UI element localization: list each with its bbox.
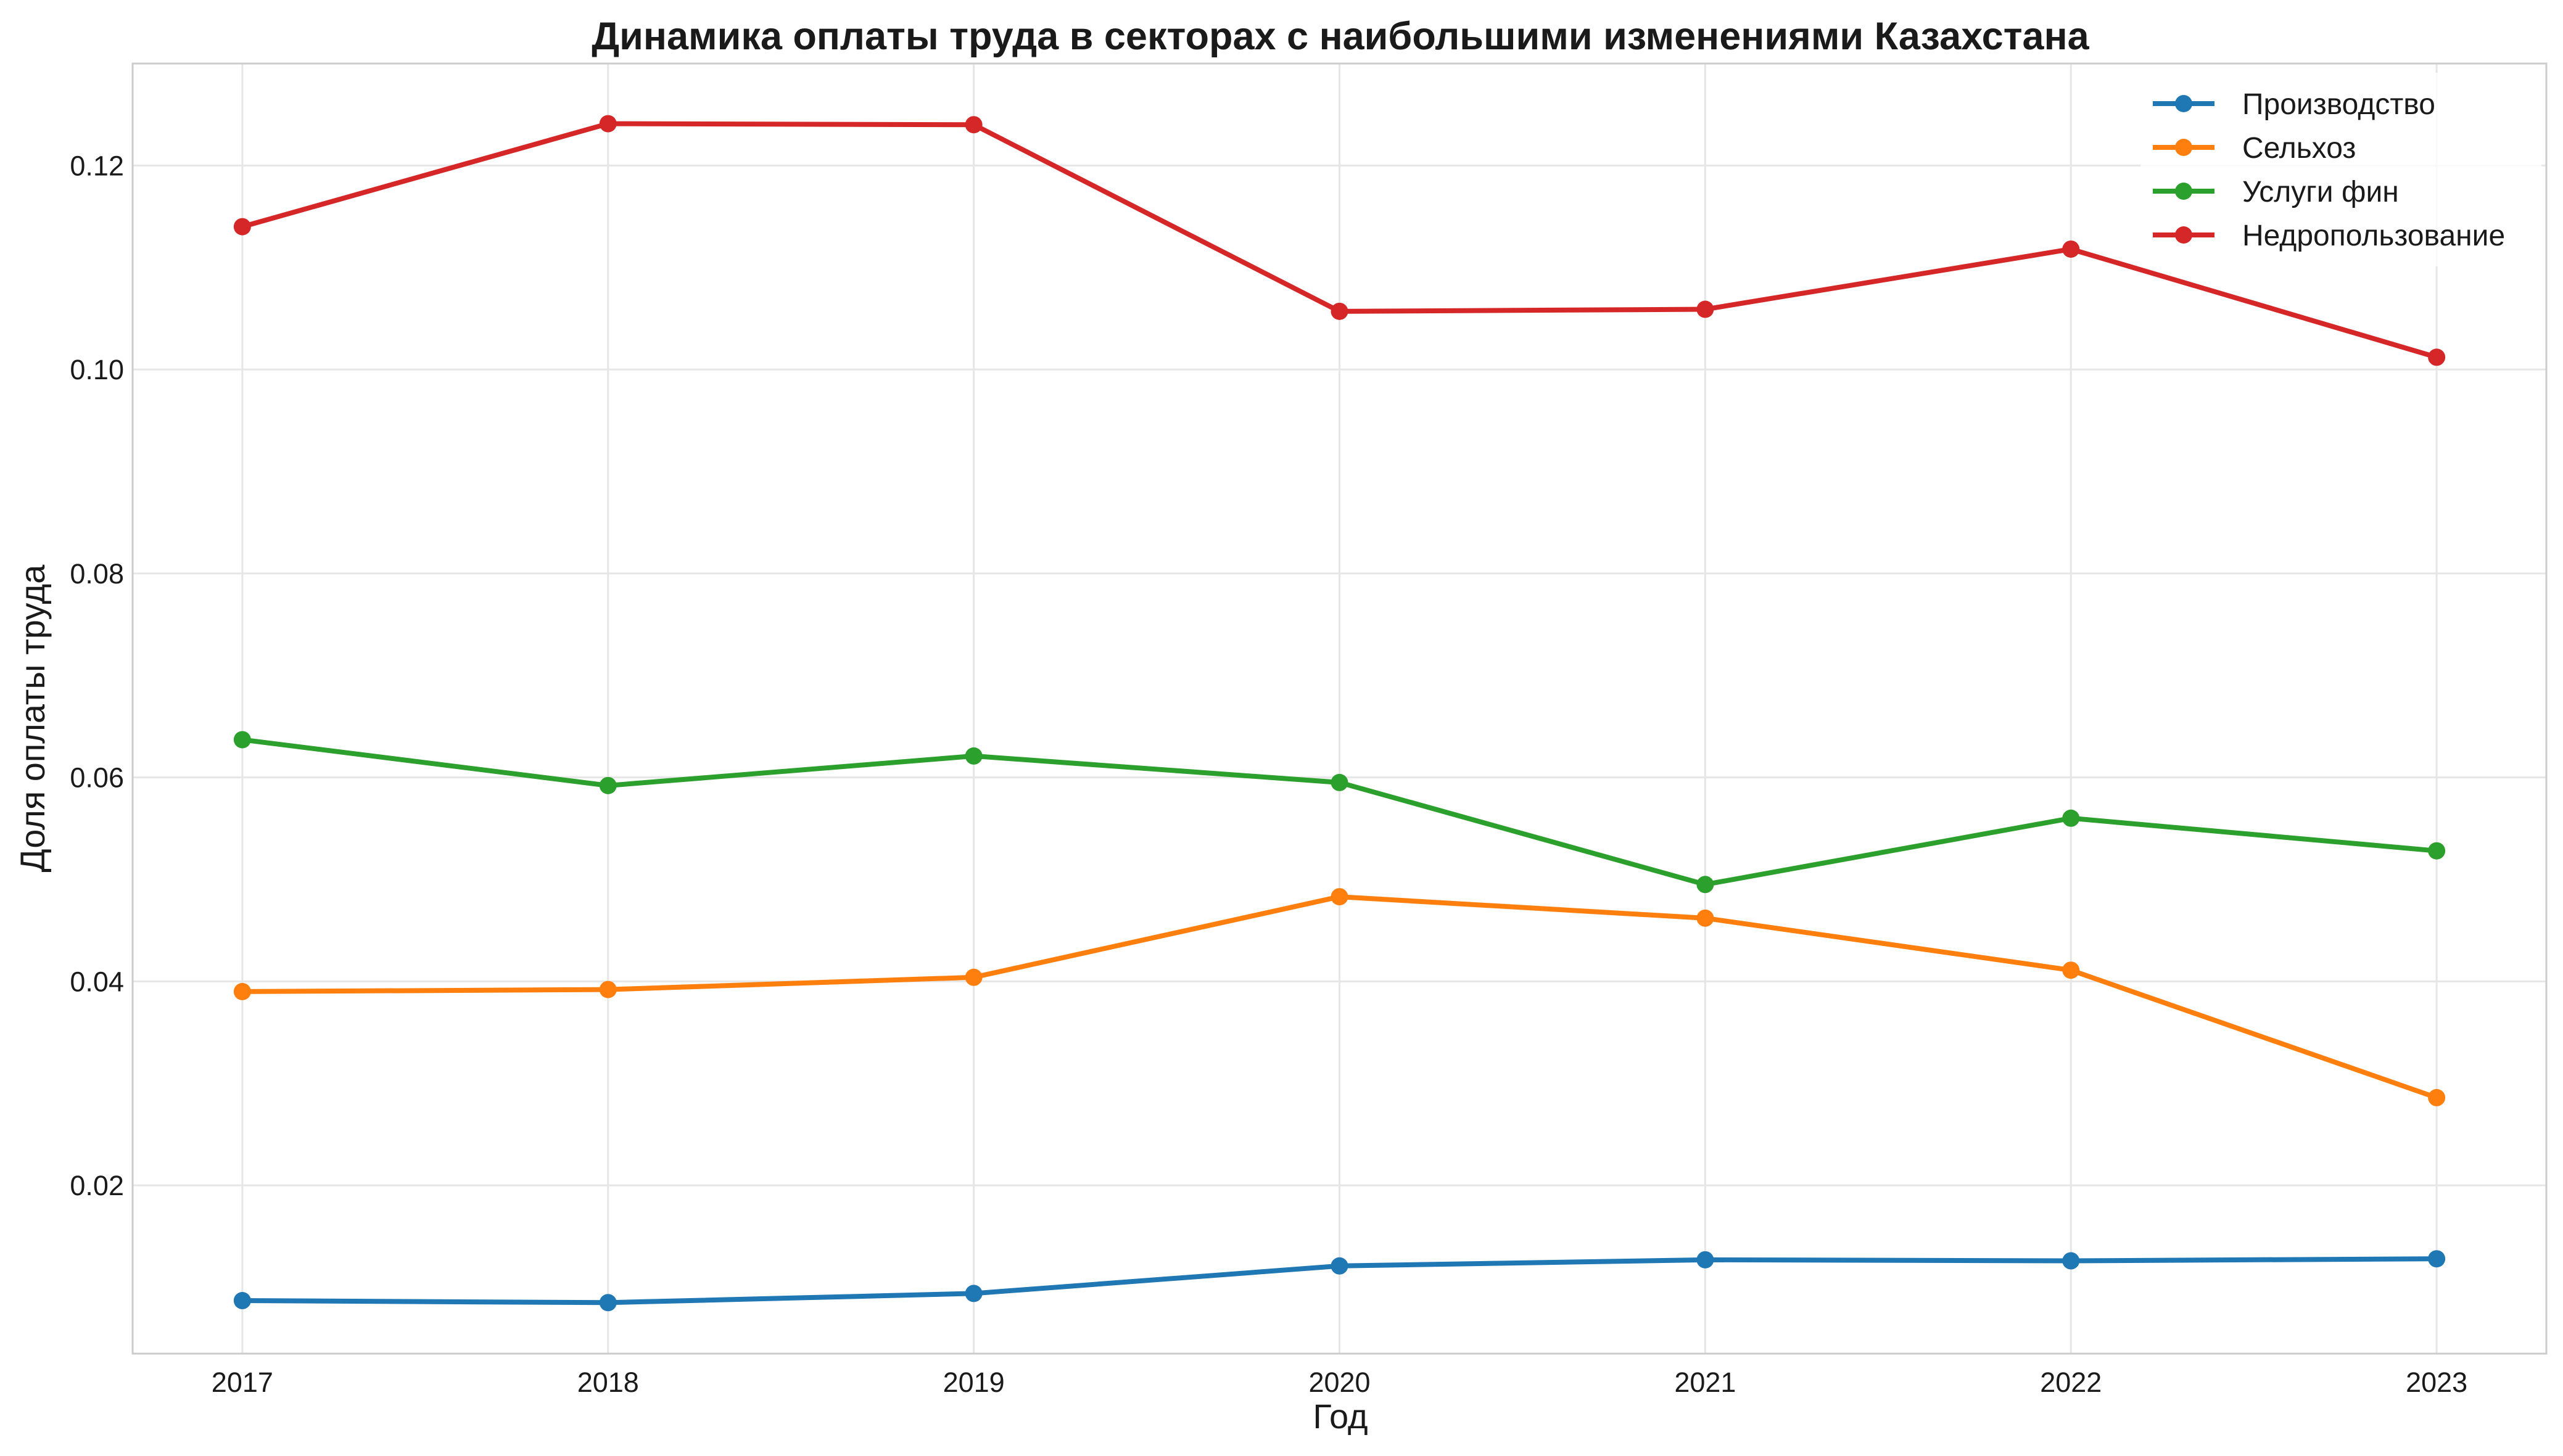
chart-title: Динамика оплаты труда в секторах с наибо… [592, 15, 2089, 58]
x-tick-label: 2019 [943, 1367, 1005, 1398]
data-point [1696, 1251, 1714, 1269]
series-layer [233, 115, 2446, 1312]
x-axis-label: Год [1313, 1397, 1368, 1436]
data-point [1696, 300, 1714, 318]
legend-item: Услуги фин [2153, 176, 2399, 208]
data-point [2428, 1088, 2446, 1106]
data-point [1696, 876, 1714, 894]
series-2 [233, 888, 2446, 1106]
x-tick-label: 2021 [1674, 1367, 1736, 1398]
data-point [599, 981, 617, 998]
legend-marker [2175, 95, 2192, 112]
legend-item: Производство [2153, 88, 2435, 121]
y-tick-label: 0.10 [70, 354, 124, 385]
data-point [233, 982, 251, 1000]
data-point [233, 731, 251, 749]
x-tick-label: 2017 [212, 1367, 273, 1398]
data-point [233, 218, 251, 236]
data-point [1696, 909, 1714, 927]
x-tick-label: 2018 [577, 1367, 639, 1398]
legend-label: Недропользование [2242, 220, 2505, 252]
data-point [2428, 1250, 2446, 1268]
y-tick-label: 0.04 [70, 966, 124, 997]
data-point [599, 115, 617, 133]
legend-item: Сельхоз [2153, 132, 2356, 165]
data-point [599, 776, 617, 794]
legend-label: Сельхоз [2242, 132, 2356, 165]
tick-labels: 2017 2018 2019 2020 2021 2022 2023 0.02 0.04 0.06… [70, 150, 2467, 1398]
data-point [599, 1294, 617, 1312]
y-tick-label: 0.12 [70, 150, 124, 181]
y-tick-label: 0.06 [70, 762, 124, 794]
legend-label: Услуги фин [2242, 176, 2399, 208]
data-point [965, 1285, 983, 1302]
data-point [1331, 888, 1348, 906]
legend-item: Недропользование [2153, 220, 2505, 252]
data-point [965, 968, 983, 986]
legend-marker [2175, 139, 2192, 156]
series-3 [233, 731, 2446, 894]
series-4 [233, 115, 2446, 366]
data-point [233, 1292, 251, 1310]
data-point [1331, 773, 1348, 791]
data-point [1331, 1257, 1348, 1275]
data-point [965, 747, 983, 765]
data-point [2428, 348, 2446, 366]
y-tick-label: 0.08 [70, 558, 124, 590]
data-point [2062, 240, 2080, 258]
data-point [2062, 961, 2080, 979]
legend: Производство Сельхоз Услуги фин Недропользо… [2140, 73, 2541, 266]
plot-area-frame [131, 62, 2548, 1355]
legend-label: Производство [2242, 88, 2435, 121]
series-1 [233, 1250, 2446, 1312]
data-point [965, 116, 983, 134]
y-axis-label: Доля оплаты труда [13, 564, 52, 873]
data-point [2428, 842, 2446, 860]
legend-marker [2175, 226, 2192, 244]
data-point [1331, 302, 1348, 320]
x-tick-label: 2020 [1308, 1367, 1370, 1398]
x-tick-label: 2022 [2040, 1367, 2102, 1398]
data-point [2062, 809, 2080, 827]
y-tick-label: 0.02 [70, 1170, 124, 1201]
data-point [2062, 1252, 2080, 1270]
legend-marker [2175, 183, 2192, 200]
x-tick-label: 2023 [2406, 1367, 2467, 1398]
